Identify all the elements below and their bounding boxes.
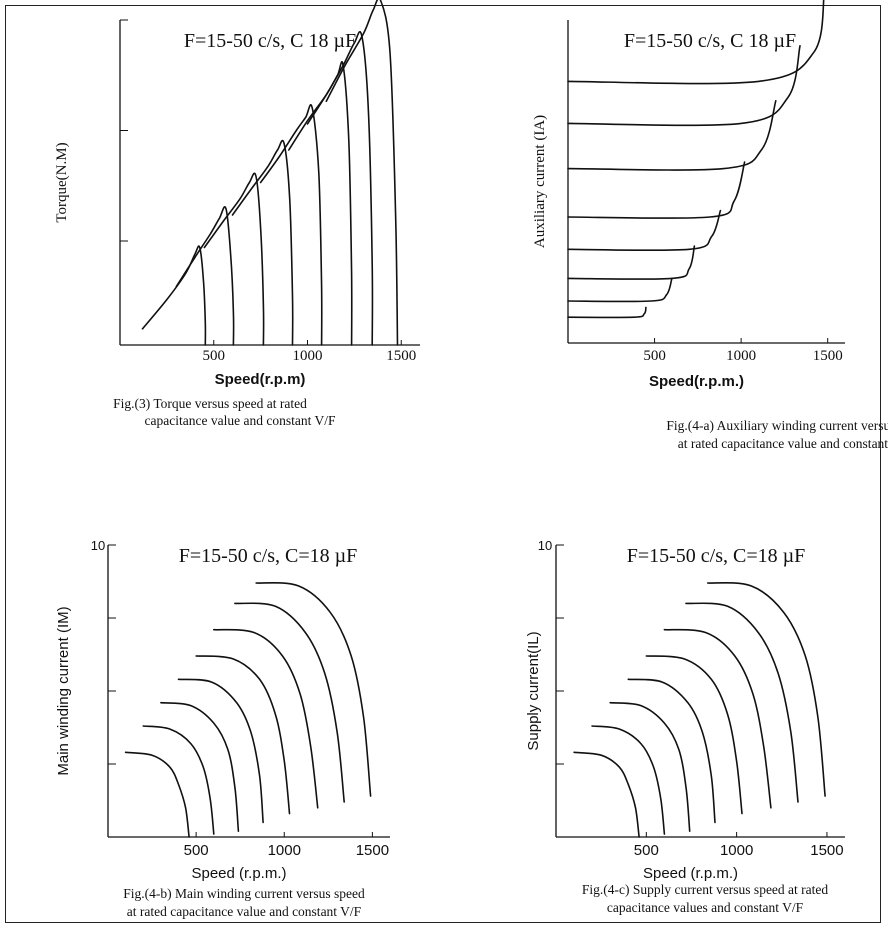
series-line-fig4a-6: [567, 45, 801, 127]
chart-fig4b: 500 1000 1500 10 F=15-50 c/s, C=18 µF Speed (…: [55, 538, 390, 919]
series-line-fig4a-0: [567, 306, 647, 319]
figure-caption-fig3-0: Fig.(3) Torque versus speed at rated: [113, 396, 307, 411]
x-tick-label-fig4c-0: 500: [634, 842, 659, 859]
series-line-fig4c-5: [663, 628, 772, 809]
series-line-fig4b-7: [255, 581, 372, 797]
y-axis-label-fig4a: Auxiliary current (IA): [532, 115, 548, 248]
series-line-fig4c-3: [627, 678, 716, 824]
series-line-fig4b-1: [142, 725, 215, 835]
series-line-fig4c-7: [706, 581, 826, 797]
series-line-fig3-0: [141, 245, 207, 346]
series-line-fig4c-1: [591, 725, 666, 835]
series-line-fig3-5: [288, 60, 353, 346]
figure-caption-fig4c-1: capacitance values and constant V/F: [607, 900, 804, 915]
series-line-fig4a-7: [567, 0, 825, 85]
series-line-fig4b-3: [177, 678, 264, 824]
x-tick-label-fig3-2: 1500: [386, 348, 416, 364]
series-line-fig4b-5: [213, 628, 319, 809]
series-line-fig3-1: [175, 206, 235, 346]
x-axis-label-fig4a: Speed(r.p.m.): [649, 373, 744, 390]
chart-title-fig4c: F=15-50 c/s, C=18 µF: [627, 545, 806, 567]
chart-fig4c: 500 1000 1500 10 F=15-50 c/s, C=18 µF Speed (…: [525, 538, 845, 915]
series-line-fig4c-2: [609, 701, 691, 832]
series-line-fig4a-5: [567, 100, 777, 171]
x-tick-label-fig3-0: 500: [203, 348, 226, 364]
chart-title-fig4b: F=15-50 c/s, C=18 µF: [179, 545, 358, 567]
y-axis-label-fig3: Torque(N.M): [54, 142, 70, 222]
x-tick-label-fig4a-1: 1000: [726, 348, 756, 364]
series-line-fig4b-0: [124, 751, 190, 838]
series-line-fig3-3: [231, 139, 294, 346]
series-line-fig3-4: [259, 104, 323, 346]
figure-caption-fig4b-1: at rated capacitance value and constant …: [127, 904, 362, 919]
x-axis-label-fig3: Speed(r.p.m): [215, 371, 306, 388]
figure-caption-fig3-1: capacitance value and constant V/F: [145, 413, 336, 428]
x-tick-label-fig4b-1: 1000: [268, 842, 301, 859]
series-line-fig3-6: [306, 31, 374, 346]
x-tick-label-fig4b-2: 1500: [356, 842, 389, 859]
x-tick-label-fig3-1: 1000: [293, 348, 323, 364]
series-line-fig4c-4: [645, 655, 743, 815]
x-tick-label-fig4c-2: 1500: [810, 842, 843, 859]
x-tick-label-fig4a-2: 1500: [813, 348, 843, 364]
chart-fig3: 500 1000 1500 F=15-50 c/s, C 18 µF Speed(r.p…: [54, 0, 420, 428]
figure-caption-fig4c-0: Fig.(4-c) Supply current versus speed at…: [582, 882, 829, 897]
series-line-fig3-2: [203, 172, 265, 346]
figure-caption-fig4b-0: Fig.(4-b) Main winding current versus sp…: [123, 886, 365, 901]
chart-fig4a: 500 1000 1500 F=15-50 c/s, C 18 µF Speed(r.p…: [532, 0, 888, 451]
series-line-fig4a-4: [567, 161, 746, 219]
series-line-fig4c-0: [573, 751, 640, 838]
series-line-fig4b-6: [234, 602, 345, 803]
y-axis-label-fig4b: Main winding current (IM): [55, 606, 72, 775]
chart-title-fig4a: F=15-50 c/s, C 18 µF: [624, 30, 796, 52]
x-tick-label-fig4c-1: 1000: [720, 842, 753, 859]
series-line-fig3-7: [325, 0, 399, 346]
x-axis-label-fig4b: Speed (r.p.m.): [191, 865, 286, 882]
series-line-fig4a-2: [567, 245, 696, 280]
series-line-fig4a-3: [567, 209, 722, 252]
chart-title-fig3: F=15-50 c/s, C 18 µF: [184, 30, 356, 52]
y-tick-label-fig4c-3: 10: [538, 538, 552, 553]
y-axis-label-fig4c: Supply current(IL): [525, 631, 542, 750]
series-line-fig4b-2: [160, 701, 240, 832]
y-tick-label-fig4b-3: 10: [91, 538, 105, 553]
series-line-fig4b-4: [195, 655, 291, 815]
x-tick-label-fig4b-0: 500: [184, 842, 209, 859]
page-border: [5, 5, 881, 923]
series-line-fig4a-1: [567, 277, 673, 303]
x-tick-label-fig4a-0: 500: [643, 348, 666, 364]
figure-caption-fig4a-1: at rated capacitance value and constant …: [678, 436, 888, 451]
x-axis-label-fig4c: Speed (r.p.m.): [643, 865, 738, 882]
figure-caption-fig4a-0: Fig.(4-a) Auxiliary winding current vers…: [666, 418, 888, 433]
series-line-fig4c-6: [685, 602, 799, 803]
